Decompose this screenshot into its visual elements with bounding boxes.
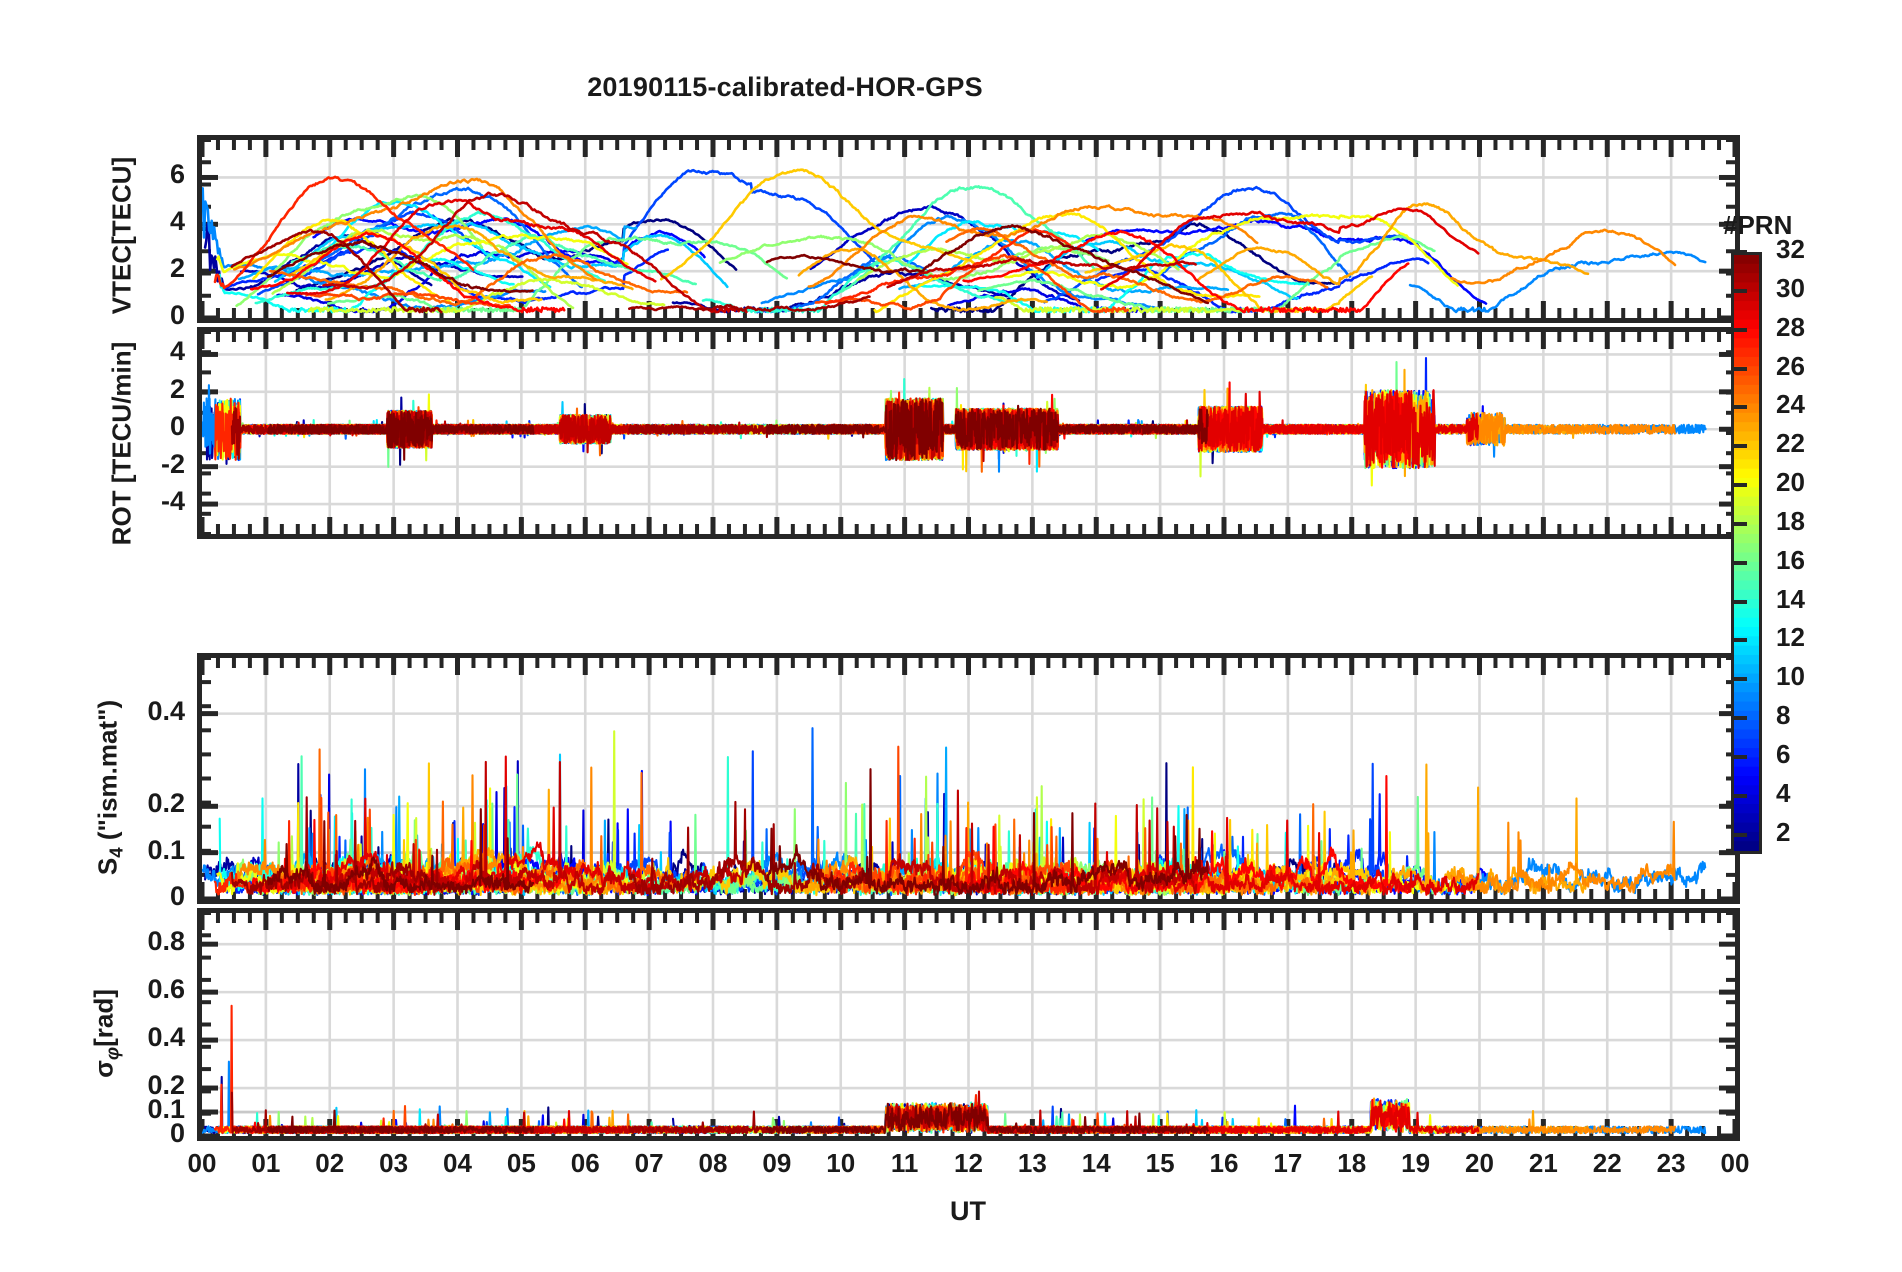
y-tick-label: -2 — [160, 448, 185, 479]
y-tick-label: 4 — [169, 336, 185, 367]
colorbar-tick-mark — [1734, 405, 1747, 410]
x-tick-label: 21 — [1528, 1148, 1558, 1178]
colorbar-tick-mark — [1734, 288, 1747, 293]
colorbar-tick-label: 6 — [1776, 738, 1791, 769]
colorbar-tick-label: 24 — [1776, 389, 1805, 420]
y-tick-label: 0 — [169, 411, 185, 442]
colorbar-tick-mark — [1734, 560, 1747, 565]
colorbar-tick-label: 14 — [1776, 583, 1805, 614]
y-tick-label: 0.1 — [147, 834, 185, 865]
y-tick-label: -4 — [160, 486, 185, 517]
colorbar-tick-mark — [1734, 677, 1747, 682]
x-tick-label: 22 — [1592, 1148, 1622, 1178]
colorbar-tick-mark — [1734, 483, 1747, 488]
y-tick-label: 0.6 — [147, 974, 185, 1005]
y-tick-label: 0 — [169, 1118, 185, 1148]
x-tick-label: 07 — [634, 1148, 664, 1178]
colorbar-tick-label: 30 — [1776, 272, 1805, 303]
vtec-plot-area — [202, 140, 1735, 318]
x-tick-label: 00 — [1720, 1148, 1750, 1178]
x-tick-label: 00 — [187, 1148, 217, 1178]
x-tick-label: 01 — [251, 1148, 281, 1178]
colorbar-tick-label: 26 — [1776, 350, 1805, 381]
x-tick-label: 17 — [1273, 1148, 1303, 1178]
colorbar-tick-label: 28 — [1776, 311, 1805, 342]
colorbar-tick-mark — [1734, 327, 1747, 332]
x-tick-label: 10 — [826, 1148, 856, 1178]
x-tick-label: 19 — [1401, 1148, 1431, 1178]
colorbar-tick-mark — [1734, 444, 1747, 449]
colorbar-tick-mark — [1734, 716, 1747, 721]
colorbar-tick-mark — [1734, 793, 1747, 798]
colorbar-gradient — [1734, 255, 1759, 851]
colorbar-tick-mark — [1734, 521, 1747, 526]
rot-plot-area — [202, 332, 1735, 534]
y-tick-label: 4 — [169, 206, 185, 237]
x-tick-label: 02 — [315, 1148, 345, 1178]
colorbar-tick-label: 32 — [1776, 234, 1805, 264]
x-tick-label: 14 — [1081, 1148, 1111, 1178]
x-tick-label: 06 — [570, 1148, 600, 1178]
sigmaphi-plot-area — [202, 913, 1735, 1136]
panel-sigmaphi — [197, 908, 1740, 1141]
page-title: 20190115-calibrated-HOR-GPS — [587, 72, 983, 102]
x-tick-label: 12 — [954, 1148, 983, 1178]
y-tick-label: 6 — [169, 159, 185, 190]
x-tick-label: 13 — [1017, 1148, 1047, 1178]
x-tick-label: 20 — [1465, 1148, 1494, 1178]
x-tick-label: 11 — [890, 1148, 919, 1178]
x-tick-label: 15 — [1145, 1148, 1175, 1178]
colorbar-tick-mark — [1734, 754, 1747, 759]
panel-s4 — [197, 653, 1740, 904]
colorbar-tick-mark — [1734, 832, 1747, 837]
x-tick-label: 18 — [1337, 1148, 1367, 1178]
panel-vtec — [197, 135, 1740, 323]
colorbar-tick-label: 4 — [1776, 777, 1791, 808]
x-tick-label: 16 — [1209, 1148, 1239, 1178]
x-tick-label: 08 — [698, 1148, 728, 1178]
colorbar-tick-label: 2 — [1776, 816, 1791, 847]
colorbar-tick-mark — [1734, 638, 1747, 643]
y-tick-label: 0.2 — [147, 1070, 185, 1101]
colorbar-tick-label: 16 — [1776, 544, 1805, 575]
y-tick-label: 0.4 — [147, 1022, 185, 1053]
x-tick-label: 03 — [379, 1148, 409, 1178]
y-tick-label: 2 — [169, 253, 185, 284]
y-tick-label: 0.4 — [147, 695, 185, 726]
y-tick-label: 0.8 — [147, 926, 185, 957]
colorbar-tick-mark — [1734, 250, 1747, 254]
colorbar-tick-label: 18 — [1776, 505, 1805, 536]
colorbar-tick-mark — [1734, 599, 1747, 604]
y-tick-label: 2 — [169, 373, 185, 404]
x-tick-label: 09 — [762, 1148, 792, 1178]
s4-plot-area — [202, 658, 1735, 899]
x-tick-label: 23 — [1656, 1148, 1686, 1178]
x-tick-label: 05 — [506, 1148, 536, 1178]
colorbar-tick-label: 22 — [1776, 428, 1805, 459]
y-tick-label: 0 — [169, 300, 185, 330]
colorbar-tick-label: 10 — [1776, 661, 1805, 692]
x-tick-label: 04 — [443, 1148, 472, 1178]
y-tick-label: 0.2 — [147, 788, 185, 819]
colorbar-tick-label: 12 — [1776, 622, 1805, 653]
colorbar-tick-mark — [1734, 366, 1747, 371]
colorbar-tick-label: 20 — [1776, 467, 1805, 498]
x-axis-label: UT — [950, 1196, 986, 1226]
colorbar-tick-label: 8 — [1776, 700, 1791, 731]
y-tick-label: 0.1 — [147, 1094, 185, 1125]
y-tick-label: 0 — [169, 881, 185, 911]
colorbar[interactable] — [1731, 252, 1762, 854]
colorbar-title: #PRN — [1723, 210, 1793, 240]
panel-rot — [197, 327, 1740, 539]
